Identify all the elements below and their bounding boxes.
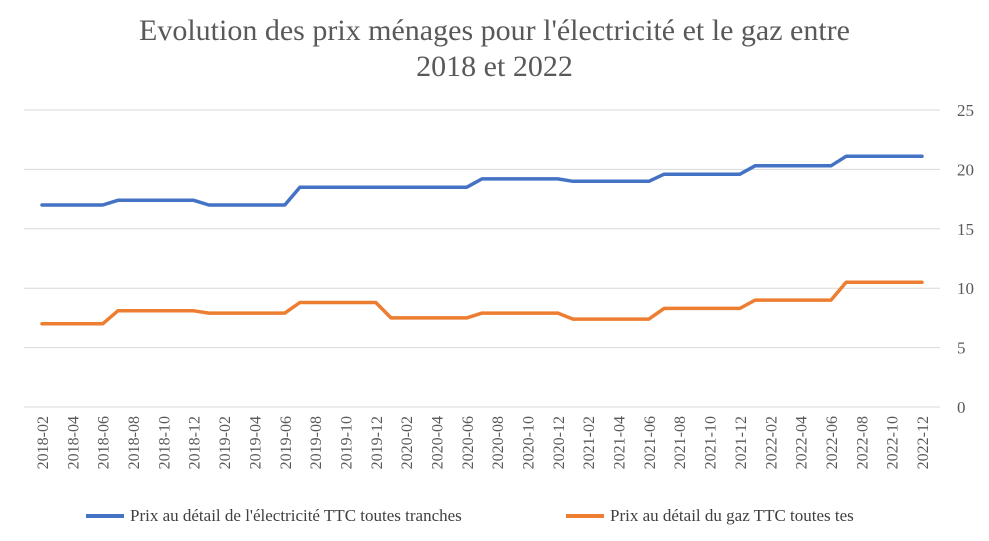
x-tick-label: 2018-02: [35, 416, 52, 469]
x-tick-label: 2019-12: [369, 416, 386, 469]
x-tick-label: 2021-12: [733, 416, 750, 469]
legend-item-gas: Prix au détail du gaz TTC toutes tes: [566, 506, 854, 526]
series-line-gas: [40, 280, 924, 326]
x-tick-label: 2019-10: [338, 416, 355, 469]
y-tick-label: 5: [957, 339, 966, 358]
y-tick-label: 10: [957, 279, 974, 298]
x-tick-label: 2022-02: [763, 416, 780, 469]
x-tick-label: 2018-06: [96, 416, 113, 469]
x-tick-label: 2018-10: [156, 416, 173, 469]
x-tick-label: 2020-04: [429, 416, 446, 469]
x-tick-label: 2022-08: [854, 416, 871, 469]
y-tick-label: 15: [957, 220, 974, 239]
x-tick-label: 2018-04: [65, 416, 82, 469]
x-tick-label: 2018-12: [187, 416, 204, 469]
x-tick-label: 2021-10: [703, 416, 720, 469]
x-tick-label: 2022-04: [794, 416, 811, 469]
x-tick-label: 2020-08: [490, 416, 507, 469]
y-tick-label: 20: [957, 160, 974, 179]
x-tick-label: 2021-06: [642, 416, 659, 469]
x-tick-label: 2021-08: [672, 416, 689, 469]
legend-swatch-gas: [566, 514, 604, 518]
series-line-electricity: [40, 154, 924, 207]
chart-title-line-1: Evolution des prix ménages pour l'électr…: [139, 14, 850, 47]
legend-item-electricity: Prix au détail de l'électricité TTC tout…: [86, 506, 462, 526]
x-tick-label: 2020-06: [460, 416, 477, 469]
x-tick-label: 2019-04: [247, 416, 264, 469]
x-tick-label: 2022-12: [915, 416, 932, 469]
legend-label-electricity: Prix au détail de l'électricité TTC tout…: [130, 506, 462, 525]
x-tick-label: 2021-02: [581, 416, 598, 469]
x-tick-label: 2022-10: [885, 416, 902, 469]
y-tick-label: 25: [957, 101, 974, 120]
x-tick-label: 2021-04: [612, 416, 629, 469]
x-tick-label: 2019-08: [308, 416, 325, 469]
x-tick-label: 2020-12: [551, 416, 568, 469]
x-tick-label: 2019-02: [217, 416, 234, 469]
x-tick-label: 2018-08: [126, 416, 143, 469]
legend-label-gas: Prix au détail du gaz TTC toutes tes: [610, 506, 854, 525]
x-tick-label: 2020-02: [399, 416, 416, 469]
y-tick-label: 0: [957, 398, 966, 417]
x-tick-label: 2022-06: [824, 416, 841, 469]
legend-swatch-electricity: [86, 514, 124, 518]
x-tick-label: 2020-10: [521, 416, 538, 469]
x-tick-label: 2019-06: [278, 416, 295, 469]
chart-title-line-2: 2018 et 2022: [416, 50, 573, 83]
